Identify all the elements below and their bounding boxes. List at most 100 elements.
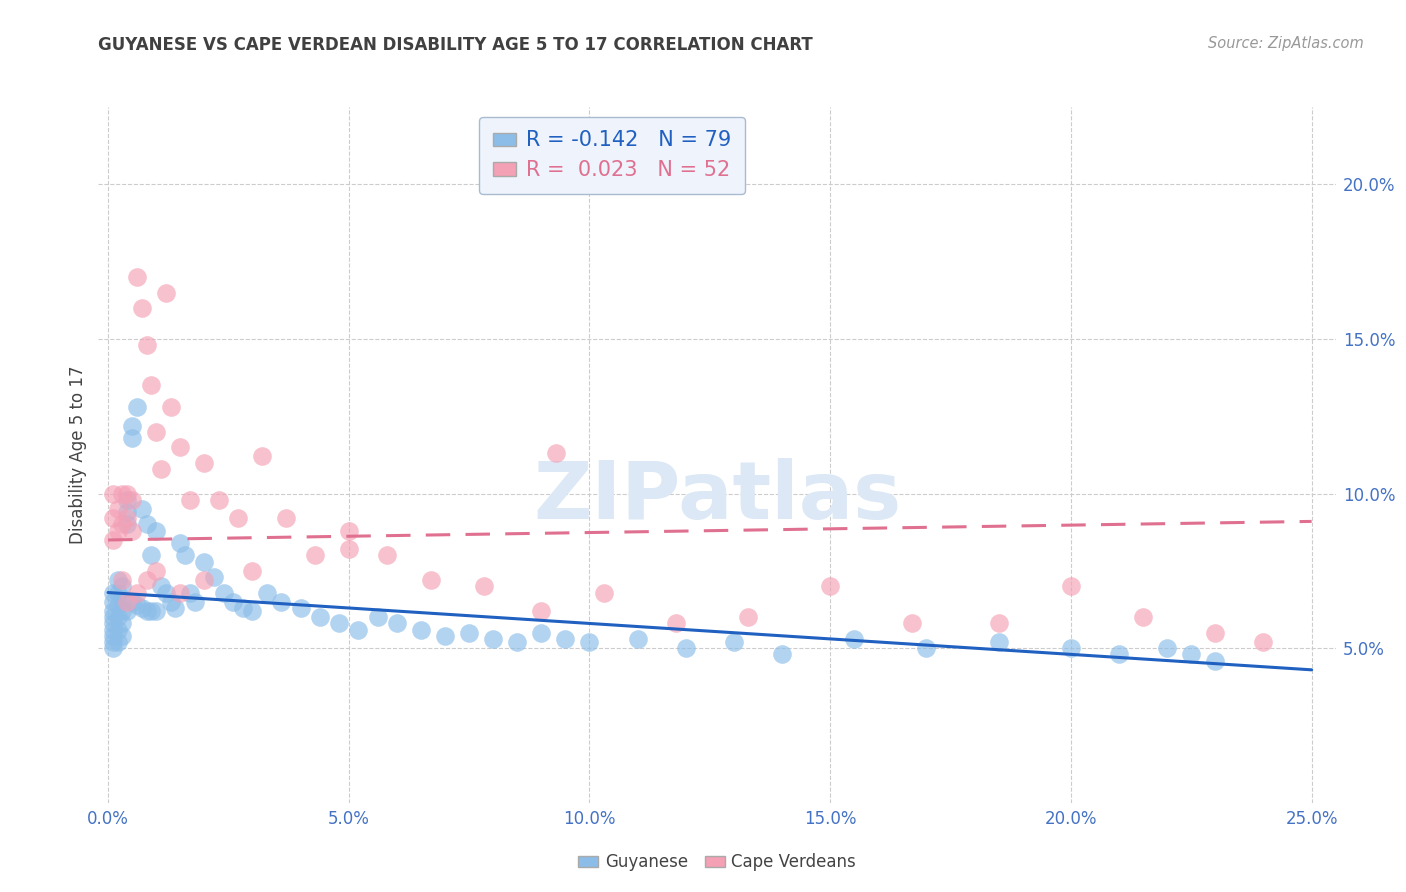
Point [117, 604, 139, 618]
Point [145, 604, 167, 618]
Point [242, 604, 264, 618]
Point [987, 616, 1010, 631]
Point [135, 517, 157, 532]
Point [375, 549, 398, 563]
Point [665, 616, 688, 631]
Point [256, 585, 278, 599]
Point [844, 632, 866, 646]
Point [179, 492, 201, 507]
Point [169, 536, 191, 550]
Point [111, 616, 134, 631]
Point [101, 533, 124, 547]
Point [135, 338, 157, 352]
Point [101, 604, 124, 618]
Point [131, 301, 153, 315]
Point [125, 400, 148, 414]
Point [593, 585, 616, 599]
Point [506, 635, 529, 649]
Point [117, 492, 139, 507]
Point [101, 641, 124, 656]
Point [419, 573, 441, 587]
Point [347, 623, 370, 637]
Point [530, 604, 553, 618]
Point [121, 595, 143, 609]
Point [193, 573, 215, 587]
Point [101, 585, 124, 599]
Point [101, 511, 124, 525]
Point [193, 456, 215, 470]
Point [107, 635, 129, 649]
Point [159, 400, 181, 414]
Point [111, 573, 134, 587]
Point [121, 418, 143, 433]
Point [530, 625, 553, 640]
Point [208, 492, 231, 507]
Point [145, 564, 167, 578]
Point [155, 585, 177, 599]
Point [482, 632, 505, 646]
Legend: Guyanese, Cape Verdeans: Guyanese, Cape Verdeans [571, 847, 863, 878]
Text: Source: ZipAtlas.com: Source: ZipAtlas.com [1208, 36, 1364, 51]
Point [367, 610, 389, 624]
Point [270, 595, 292, 609]
Point [107, 524, 129, 538]
Point [1204, 654, 1226, 668]
Point [141, 604, 163, 618]
Point [212, 585, 235, 599]
Point [111, 629, 134, 643]
Text: GUYANESE VS CAPE VERDEAN DISABILITY AGE 5 TO 17 CORRELATION CHART: GUYANESE VS CAPE VERDEAN DISABILITY AGE … [98, 36, 813, 54]
Text: ZIPatlas: ZIPatlas [533, 458, 901, 536]
Point [101, 610, 124, 624]
Point [107, 585, 129, 599]
Point [131, 601, 153, 615]
Point [159, 595, 181, 609]
Point [202, 570, 225, 584]
Point [117, 595, 139, 609]
Point [226, 511, 249, 525]
Point [117, 505, 139, 519]
Point [250, 450, 273, 464]
Point [169, 585, 191, 599]
Point [578, 635, 600, 649]
Point [627, 632, 650, 646]
Point [121, 524, 143, 538]
Point [901, 616, 924, 631]
Point [141, 378, 163, 392]
Point [675, 641, 697, 656]
Point [125, 270, 148, 285]
Point [121, 431, 143, 445]
Point [101, 629, 124, 643]
Point [385, 616, 408, 631]
Point [232, 601, 254, 615]
Point [101, 635, 124, 649]
Point [131, 502, 153, 516]
Point [145, 524, 167, 538]
Point [987, 635, 1010, 649]
Point [101, 616, 124, 631]
Point [169, 440, 191, 454]
Point [1060, 641, 1083, 656]
Point [107, 573, 129, 587]
Point [111, 486, 134, 500]
Point [1108, 648, 1130, 662]
Point [121, 492, 143, 507]
Point [117, 486, 139, 500]
Point [1156, 641, 1178, 656]
Point [150, 462, 173, 476]
Point [915, 641, 938, 656]
Point [544, 446, 567, 460]
Point [101, 595, 124, 609]
Point [155, 285, 177, 300]
Point [117, 517, 139, 532]
Point [1060, 579, 1083, 593]
Point [1204, 625, 1226, 640]
Point [222, 595, 245, 609]
Point [1132, 610, 1154, 624]
Point [304, 549, 326, 563]
Point [818, 579, 841, 593]
Point [183, 595, 205, 609]
Point [328, 616, 350, 631]
Point [107, 598, 129, 612]
Point [290, 601, 312, 615]
Point [1253, 635, 1275, 649]
